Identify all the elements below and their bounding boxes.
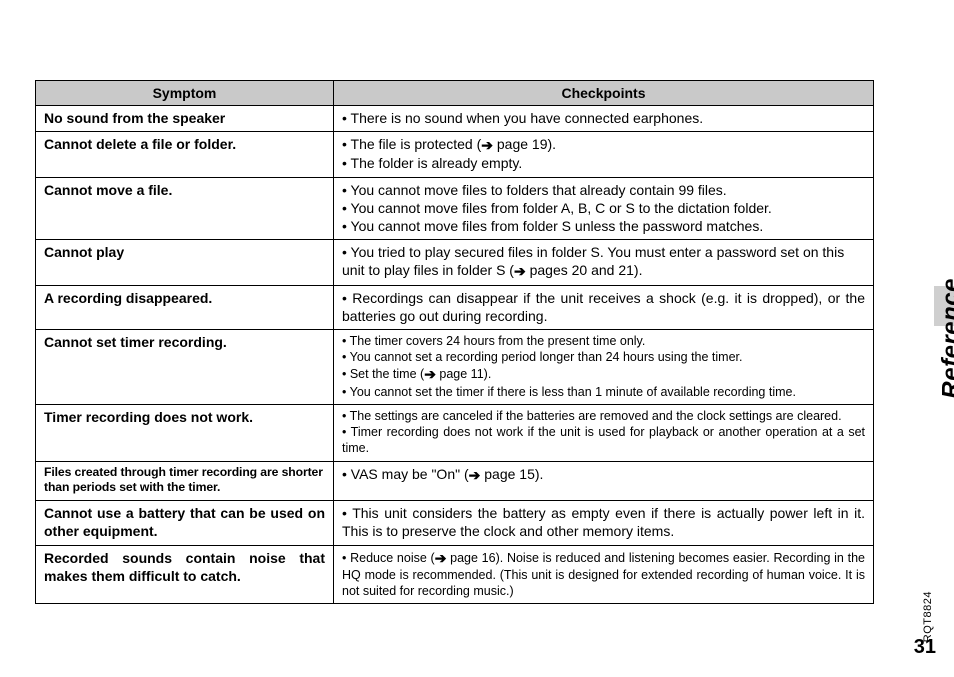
table-row: No sound from the speaker• There is no s… (36, 106, 874, 132)
symptom-cell: Cannot play (36, 240, 334, 285)
symptom-cell: A recording disappeared. (36, 285, 334, 329)
checkpoints-cell: • Recordings can disappear if the unit r… (334, 285, 874, 329)
document-id: RQT8824 (922, 591, 934, 642)
checkpoints-cell: • VAS may be "On" (➔ page 15). (334, 461, 874, 501)
table-row: Timer recording does not work.• The sett… (36, 404, 874, 461)
checkpoints-cell: • The timer covers 24 hours from the pre… (334, 329, 874, 404)
table-row: Cannot move a file.• You cannot move fil… (36, 177, 874, 240)
symptom-cell: Cannot delete a file or folder. (36, 132, 334, 177)
table-row: A recording disappeared.• Recordings can… (36, 285, 874, 329)
header-checkpoints: Checkpoints (334, 81, 874, 106)
checkpoints-cell: • This unit considers the battery as emp… (334, 501, 874, 545)
symptom-cell: Cannot use a battery that can be used on… (36, 501, 334, 545)
table-row: Recorded sounds contain noise that makes… (36, 545, 874, 604)
table-row: Cannot play• You tried to play secured f… (36, 240, 874, 285)
symptom-cell: Recorded sounds contain noise that makes… (36, 545, 334, 604)
checkpoints-cell: • There is no sound when you have connec… (334, 106, 874, 132)
table-row: Cannot use a battery that can be used on… (36, 501, 874, 545)
checkpoints-cell: • The file is protected (➔ page 19).• Th… (334, 132, 874, 177)
table-row: Cannot set timer recording.• The timer c… (36, 329, 874, 404)
checkpoints-cell: • The settings are canceled if the batte… (334, 404, 874, 461)
checkpoints-cell: • Reduce noise (➔ page 16). Noise is red… (334, 545, 874, 604)
checkpoints-cell: • You tried to play secured files in fol… (334, 240, 874, 285)
table-row: Files created through timer recording ar… (36, 461, 874, 501)
symptom-cell: Files created through timer recording ar… (36, 461, 334, 501)
table-row: Cannot delete a file or folder.• The fil… (36, 132, 874, 177)
section-title: Reference (938, 278, 954, 399)
symptom-cell: Timer recording does not work. (36, 404, 334, 461)
symptom-cell: No sound from the speaker (36, 106, 334, 132)
symptom-cell: Cannot set timer recording. (36, 329, 334, 404)
page-number: 31 (914, 636, 936, 659)
troubleshooting-table: Symptom Checkpoints No sound from the sp… (35, 80, 874, 604)
symptom-cell: Cannot move a file. (36, 177, 334, 240)
checkpoints-cell: • You cannot move files to folders that … (334, 177, 874, 240)
header-symptom: Symptom (36, 81, 334, 106)
